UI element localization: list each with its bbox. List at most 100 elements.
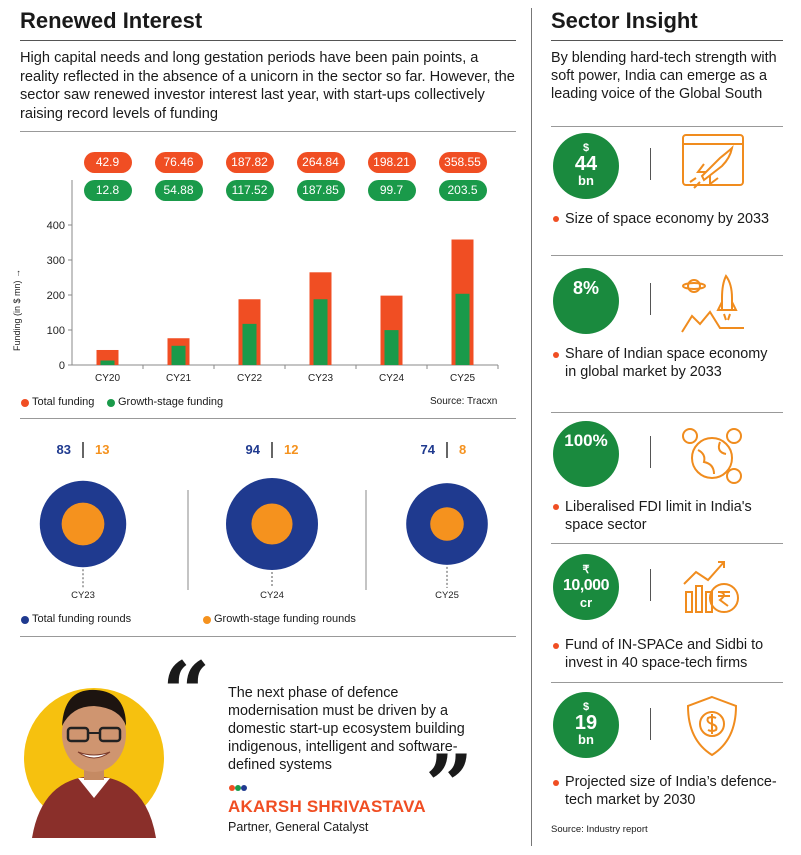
stat-badge-fdi-limit: 100%: [553, 421, 619, 487]
growth-funding-bar: [313, 299, 328, 365]
x-tick-label: CY24: [379, 373, 404, 384]
renewed-interest-title: Renewed Interest: [20, 8, 203, 33]
open-quote-icon: “: [162, 643, 211, 742]
planet-rocket-icon: [680, 270, 746, 339]
y-tick-label: 100: [47, 325, 65, 337]
person-name: AKARSH SHRIVASTAVA: [228, 797, 426, 816]
year-label: CY24: [260, 590, 284, 601]
total-funding-label: 358.55: [438, 152, 487, 173]
stat-bullet: [553, 643, 559, 649]
growth-funding-bar: [455, 293, 470, 365]
stat-bullet: [553, 352, 559, 358]
legend-total-label: Total funding: [32, 396, 95, 408]
growth-funding-bar: [171, 345, 186, 365]
sector-insight-intro: By blending hard-tech strength with soft…: [551, 50, 777, 102]
stat-text-space-economy: Size of space economy by 2033: [565, 211, 769, 227]
stat-separator: [650, 148, 651, 180]
stat-rule: [551, 543, 783, 544]
stat-bullet: [553, 780, 559, 786]
growth-rounds-count: 13: [95, 442, 109, 457]
stat-badge-space-fund: ₹ 10,000 cr: [553, 554, 619, 620]
rocket-launch-icon: [680, 132, 746, 199]
person-role: Partner, General Catalyst: [228, 820, 369, 834]
legend-growth-rounds-swatch: [203, 616, 211, 624]
right-title-rule: [551, 40, 783, 41]
total-rounds-count: 94: [246, 442, 261, 457]
stat-rule: [551, 682, 783, 683]
stat-rule: [551, 255, 783, 256]
portrait-avatar: [22, 648, 172, 838]
total-funding-label: 187.82: [225, 152, 274, 173]
funding-chart: 42.9 12.8 76.46 54.88 187.82 117.52 264.84 187.…: [0, 140, 520, 420]
stat-rule: [551, 412, 783, 413]
total-funding-label: 198.21: [367, 152, 416, 173]
close-quote-icon: ”: [425, 736, 474, 835]
growth-rounds-count: 12: [284, 442, 298, 457]
growth-funding-label: 54.88: [154, 180, 203, 201]
stat-separator: [650, 283, 651, 315]
total-funding-label: 264.84: [296, 152, 345, 173]
total-funding-label: 42.9: [83, 152, 132, 173]
stat-separator: [650, 436, 651, 468]
stat-text-global-share: Share of Indian space economy in global …: [565, 346, 768, 380]
quote-text: The next phase of defence modernisation …: [228, 685, 465, 773]
dollar-shield-icon: [684, 694, 740, 763]
growth-funding-bar: [100, 360, 115, 365]
growth-rounds-count: 8: [459, 442, 466, 457]
sector-insight-title: Sector Insight: [551, 8, 698, 33]
x-tick-label: CY23: [308, 373, 333, 384]
growth-funding-label: 187.85: [296, 180, 345, 201]
growth-funding-label: 99.7: [367, 180, 416, 201]
dots-logo-icon: [228, 779, 248, 791]
y-tick-label: 200: [47, 290, 65, 302]
y-tick-label: 300: [47, 255, 65, 267]
year-label: CY23: [71, 590, 95, 601]
rounds-bottom-rule: [20, 636, 516, 637]
globe-money-icon: [680, 424, 744, 493]
chart-bottom-rule: [20, 418, 516, 419]
y-tick-label: 0: [59, 360, 65, 372]
insight-source: Source: Industry report: [551, 824, 648, 835]
stat-bullet: [553, 504, 559, 510]
stat-separator: [650, 708, 651, 740]
total-funding-label: 76.46: [154, 152, 203, 173]
legend-total-rounds-swatch: [21, 616, 29, 624]
chart-source: Source: Tracxn: [430, 396, 498, 407]
x-tick-label: CY25: [450, 373, 475, 384]
growth-funding-label: 12.8: [83, 180, 132, 201]
y-axis-label: Funding (in $ mn) →: [12, 268, 22, 352]
total-rounds-count: 83: [57, 442, 71, 457]
x-tick-label: CY20: [95, 373, 120, 384]
funding-bar-chart: 0 100 200 300 400 CY20 CY21 CY22 CY23 CY24 CY25: [47, 180, 499, 384]
legend-growth-rounds-label: Growth-stage funding rounds: [214, 613, 356, 625]
x-tick-label: CY22: [237, 373, 262, 384]
growth-funding-bar: [242, 323, 257, 365]
growth-funding-bar: [384, 330, 399, 365]
growth-rounds-bubble: [430, 507, 464, 541]
total-rounds-count: 74: [421, 442, 436, 457]
column-divider: [531, 8, 532, 846]
left-title-rule: [20, 40, 516, 41]
legend-growth-label: Growth-stage funding: [118, 396, 224, 408]
rupee-growth-icon: [680, 558, 746, 627]
legend-growth-swatch: [107, 399, 115, 407]
stat-bullet: [553, 216, 559, 222]
stat-text-defence-tech: Projected size of India’s defence-tech m…: [565, 774, 777, 808]
legend-total-swatch: [21, 399, 29, 407]
legend-total-rounds-label: Total funding rounds: [32, 613, 132, 625]
stat-separator: [650, 569, 651, 601]
renewed-interest-intro: High capital needs and long gestation pe…: [20, 50, 515, 122]
right-intro-rule: [551, 126, 783, 127]
y-tick-label: 400: [47, 220, 65, 232]
year-label: CY25: [435, 590, 459, 601]
x-tick-label: CY21: [166, 373, 191, 384]
funding-rounds-chart: 83 13 CY23 94 12 CY24 74 8 CY25: [39, 442, 488, 601]
growth-rounds-bubble: [251, 503, 293, 545]
stat-badge-defence-tech: $ 19 bn: [553, 692, 619, 758]
stat-badge-space-economy: $ 44 bn: [553, 133, 619, 199]
growth-funding-label: 203.5: [438, 180, 487, 201]
growth-rounds-bubble: [61, 502, 105, 546]
growth-funding-label: 117.52: [225, 180, 274, 201]
stat-text-fdi-limit: Liberalised FDI limit in India's space s…: [565, 499, 752, 533]
stat-badge-global-share: 8%: [553, 268, 619, 334]
